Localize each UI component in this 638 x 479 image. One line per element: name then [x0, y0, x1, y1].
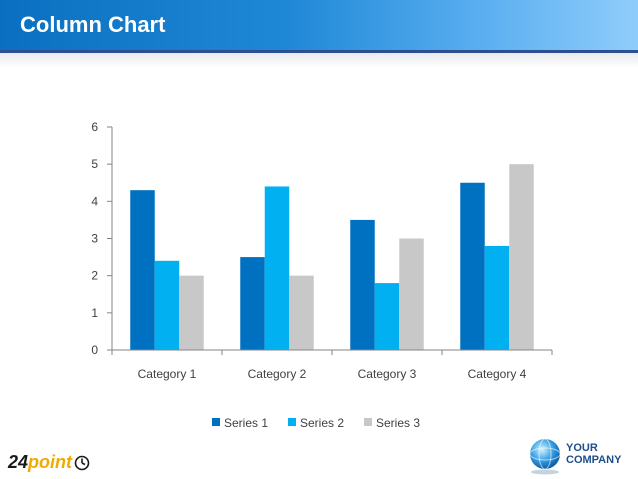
- x-ticks-group: Category 1 Category 2 Category 3 Category 4: [111, 350, 553, 381]
- clock-icon: [74, 455, 90, 471]
- y-tick-label: 2: [91, 269, 98, 283]
- page-title: Column Chart: [20, 12, 166, 37]
- company-line-2: COMPANY: [566, 454, 622, 466]
- globe-icon: [529, 438, 561, 475]
- brand-word: point: [28, 452, 73, 472]
- legend-swatch: [364, 418, 372, 426]
- y-tick-label: 6: [91, 120, 98, 134]
- legend: Series 1 Series 2 Series 3: [212, 416, 420, 430]
- x-tick-label: Category 4: [468, 367, 527, 381]
- y-tick-label: 5: [91, 157, 98, 171]
- company-logo: YOUR COMPANY: [526, 437, 634, 477]
- bar-series-1-category-2: [240, 257, 265, 350]
- title-bar-rule: [0, 50, 638, 53]
- bar-series-3-category-2: [289, 275, 314, 350]
- bar-series-3-category-3: [399, 238, 424, 350]
- legend-label: Series 3: [376, 416, 420, 430]
- y-tick-label: 0: [91, 343, 98, 357]
- y-tick-label: 3: [91, 232, 98, 246]
- bar-series-3-category-4: [509, 164, 534, 350]
- bars-group: [130, 164, 534, 350]
- brand-logo: 24point: [8, 452, 90, 476]
- bar-series-1-category-3: [350, 219, 375, 350]
- legend-label: Series 2: [300, 416, 344, 430]
- y-ticks-group: 0 1 2 3 4 5 6: [91, 120, 112, 357]
- legend-label: Series 1: [224, 416, 268, 430]
- bar-series-1-category-1: [130, 190, 155, 350]
- legend-swatch: [212, 418, 220, 426]
- y-tick-label: 4: [91, 194, 98, 208]
- bar-series-3-category-1: [179, 275, 204, 350]
- legend-swatch: [288, 418, 296, 426]
- x-tick-label: Category 3: [358, 367, 417, 381]
- bar-series-2-category-3: [374, 283, 400, 350]
- title-bar-shadow: [0, 50, 638, 68]
- brand-number: 24: [8, 452, 29, 472]
- x-tick-label: Category 2: [248, 367, 307, 381]
- bar-series-2-category-4: [484, 245, 510, 350]
- company-line-1: YOUR: [566, 442, 598, 454]
- bar-series-1-category-4: [460, 182, 485, 350]
- title-bar: Column Chart: [0, 0, 638, 50]
- bar-series-2-category-2: [264, 186, 290, 350]
- bar-series-2-category-1: [154, 260, 180, 350]
- x-tick-label: Category 1: [138, 367, 197, 381]
- y-tick-label: 1: [91, 306, 98, 320]
